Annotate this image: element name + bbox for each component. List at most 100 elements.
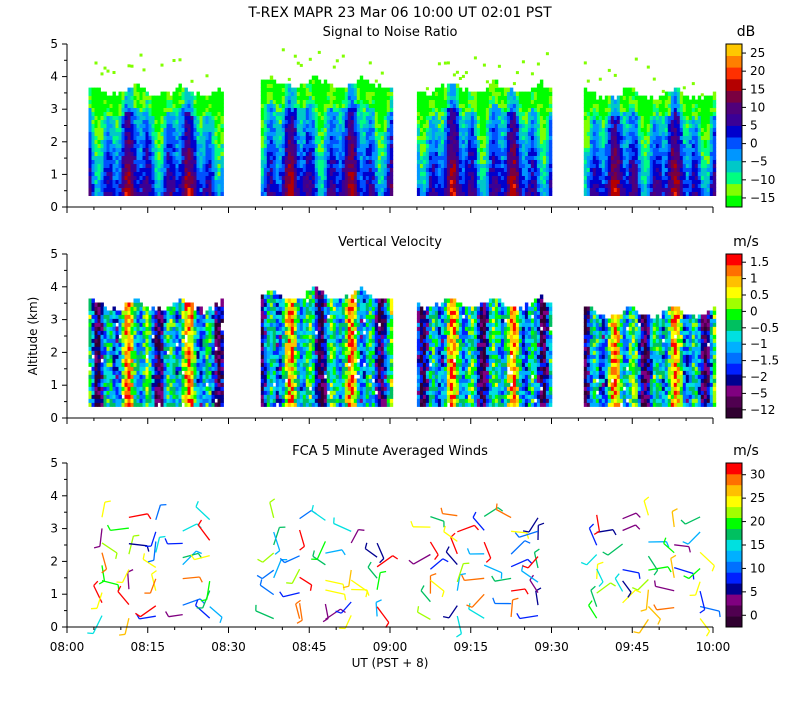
data-cell <box>179 108 182 112</box>
data-cell <box>468 144 471 148</box>
data-cell <box>215 168 218 172</box>
data-cell <box>288 128 291 132</box>
data-cell <box>179 104 182 108</box>
data-cell <box>221 148 224 152</box>
data-cell <box>638 192 641 196</box>
data-cell <box>501 88 504 92</box>
data-cell <box>336 96 339 100</box>
data-cell <box>300 152 303 156</box>
colorbar-swatch <box>726 56 742 68</box>
data-cell <box>194 164 197 168</box>
data-cell <box>644 160 647 164</box>
data-cell <box>513 184 516 188</box>
data-cell <box>504 192 507 196</box>
data-cell <box>590 192 593 196</box>
data-cell <box>423 100 426 104</box>
data-cell <box>489 136 492 140</box>
data-cell <box>107 164 110 168</box>
data-cell <box>273 120 276 124</box>
data-cell <box>432 152 435 156</box>
data-cell <box>525 116 528 120</box>
data-cell <box>441 116 444 120</box>
data-cell <box>264 192 267 196</box>
data-cell <box>375 120 378 124</box>
data-cell <box>348 180 351 184</box>
data-cell <box>489 180 492 184</box>
data-cell <box>273 188 276 192</box>
data-cell <box>441 96 444 100</box>
data-cell <box>116 176 119 180</box>
data-cell <box>599 172 602 176</box>
data-cell <box>456 152 459 156</box>
data-cell <box>339 136 342 140</box>
data-cell <box>354 116 357 120</box>
data-cell <box>206 128 209 132</box>
data-cell <box>671 160 674 164</box>
data-cell <box>534 144 537 148</box>
data-cell <box>98 172 101 176</box>
data-cell <box>318 92 321 96</box>
data-cell <box>291 180 294 184</box>
data-cell <box>279 152 282 156</box>
data-cell <box>519 92 522 96</box>
data-cell <box>357 96 360 100</box>
data-cell <box>218 104 221 108</box>
data-cell <box>387 188 390 192</box>
data-cell <box>215 124 218 128</box>
data-cell <box>128 128 131 132</box>
data-cell <box>282 112 285 116</box>
data-cell <box>122 136 125 140</box>
data-cell <box>692 176 695 180</box>
data-cell <box>486 128 489 132</box>
data-cell <box>626 180 629 184</box>
data-cell <box>423 152 426 156</box>
data-cell <box>584 128 587 132</box>
data-cell <box>462 144 465 148</box>
data-cell <box>270 124 273 128</box>
data-cell <box>447 116 450 120</box>
data-cell <box>185 132 188 136</box>
data-cell <box>516 136 519 140</box>
data-cell <box>345 156 348 160</box>
data-cell <box>417 108 420 112</box>
data-cell <box>429 132 432 136</box>
data-cell <box>701 144 704 148</box>
data-cell <box>191 136 194 140</box>
data-cell <box>366 184 369 188</box>
data-cell <box>203 128 206 132</box>
data-cell <box>134 108 137 112</box>
data-cell <box>221 96 224 100</box>
data-cell <box>261 160 264 164</box>
data-cell <box>98 156 101 160</box>
data-cell <box>665 144 668 148</box>
data-cell <box>701 188 704 192</box>
data-cell <box>354 104 357 108</box>
data-cell <box>641 180 644 184</box>
data-cell <box>534 88 537 92</box>
data-cell <box>221 176 224 180</box>
data-cell <box>209 188 212 192</box>
data-cell <box>596 136 599 140</box>
data-cell <box>674 148 677 152</box>
data-cell <box>131 192 134 196</box>
data-cell <box>122 116 125 120</box>
data-cell <box>656 172 659 176</box>
data-cell <box>513 172 516 176</box>
data-cell <box>477 144 480 148</box>
data-cell <box>614 152 617 156</box>
data-cell <box>348 84 351 88</box>
data-cell <box>525 192 528 196</box>
data-cell <box>614 124 617 128</box>
data-cell <box>98 120 101 124</box>
data-cell <box>662 120 665 124</box>
data-cell <box>270 120 273 124</box>
data-cell <box>710 132 713 136</box>
data-cell <box>653 100 656 104</box>
data-cell <box>354 156 357 160</box>
data-cell <box>599 132 602 136</box>
data-cell <box>450 104 453 108</box>
data-cell <box>444 172 447 176</box>
data-cell <box>390 184 393 188</box>
data-cell <box>89 88 92 92</box>
data-cell <box>677 112 680 116</box>
